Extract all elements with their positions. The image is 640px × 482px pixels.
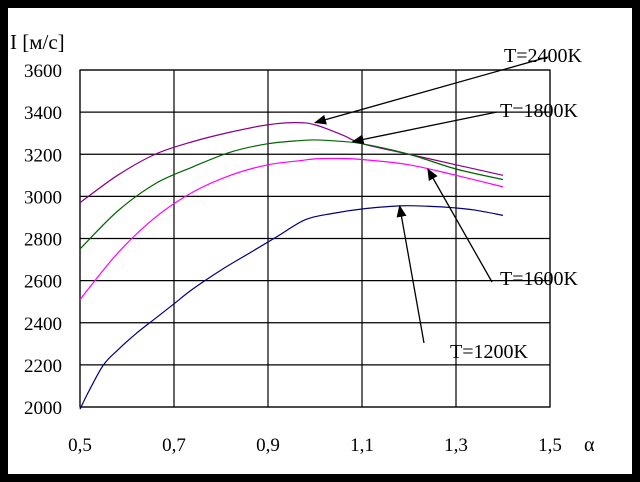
series-layer bbox=[79, 122, 504, 410]
annotation-label: T=2400K bbox=[504, 45, 582, 67]
y-tick-label: 2800 bbox=[24, 230, 62, 251]
annotations: T=2400K T=1800K T=1600K T=1200K bbox=[314, 45, 582, 363]
x-tick-label: 1,3 bbox=[444, 435, 468, 456]
x-tick-label: 1,5 bbox=[538, 435, 562, 456]
y-axis-label: I [м/с] bbox=[10, 30, 65, 54]
x-tick-label: 0,7 bbox=[162, 435, 186, 456]
series-line bbox=[79, 157, 504, 300]
tick-labels: 2000 2200 2400 2600 2800 3000 3200 3400 3600 0,5 0… bbox=[24, 61, 562, 456]
y-tick-label: 2000 bbox=[24, 398, 62, 419]
x-tick-label: 1,1 bbox=[350, 435, 374, 456]
series-line bbox=[79, 139, 504, 250]
x-tick-label: 0,9 bbox=[256, 435, 280, 456]
annotation-label: T=1800K bbox=[500, 100, 578, 122]
y-tick-label: 3200 bbox=[24, 145, 62, 166]
annotation-label: T=1200K bbox=[450, 341, 528, 363]
y-tick-label: 3400 bbox=[24, 103, 62, 124]
series-line bbox=[79, 205, 504, 410]
annotation-arrow bbox=[427, 168, 493, 283]
annotation-label: T=1600K bbox=[500, 268, 578, 290]
x-axis-label: α bbox=[584, 434, 595, 456]
x-tick-label: 0,5 bbox=[68, 435, 92, 456]
annotation-arrow bbox=[396, 204, 425, 344]
plot-border bbox=[79, 69, 551, 408]
grid bbox=[79, 69, 551, 408]
y-tick-label: 3000 bbox=[24, 187, 62, 208]
y-tick-label: 2200 bbox=[24, 356, 62, 377]
y-tick-label: 2600 bbox=[24, 272, 62, 293]
annotation-arrow bbox=[351, 111, 498, 145]
annotation-arrow bbox=[314, 56, 549, 125]
y-tick-label: 2400 bbox=[24, 314, 62, 335]
y-tick-label: 3600 bbox=[24, 61, 62, 82]
chart-background bbox=[8, 8, 632, 474]
